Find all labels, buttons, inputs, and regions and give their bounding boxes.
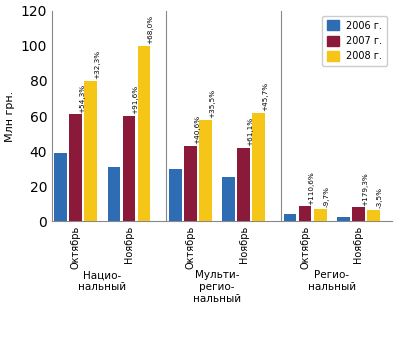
Text: Нацио-
нальный: Нацио- нальный xyxy=(78,271,126,292)
Bar xyxy=(169,169,182,221)
Text: +179,3%: +179,3% xyxy=(362,172,368,206)
Legend: 2006 г., 2007 г., 2008 г.: 2006 г., 2007 г., 2008 г. xyxy=(322,16,387,66)
Bar xyxy=(54,153,67,221)
Text: +91,6%: +91,6% xyxy=(132,85,138,114)
Text: +54,3%: +54,3% xyxy=(79,84,85,112)
Bar xyxy=(84,81,97,221)
Bar xyxy=(199,120,212,221)
Text: +35,5%: +35,5% xyxy=(209,89,215,118)
Bar xyxy=(222,177,235,221)
Bar xyxy=(299,206,312,221)
Bar xyxy=(237,148,250,221)
Y-axis label: Млн грн.: Млн грн. xyxy=(5,90,15,142)
Text: +110,6%: +110,6% xyxy=(308,171,314,205)
Bar xyxy=(69,114,82,221)
Text: -3,5%: -3,5% xyxy=(377,187,383,208)
Text: +40,6%: +40,6% xyxy=(194,115,200,144)
Bar xyxy=(108,167,120,221)
Bar xyxy=(352,207,365,221)
Text: Регио-
нальный: Регио- нальный xyxy=(308,271,356,292)
Bar xyxy=(314,209,326,221)
Text: -9,7%: -9,7% xyxy=(324,186,330,207)
Bar xyxy=(284,214,296,221)
Text: +45,7%: +45,7% xyxy=(262,82,268,111)
Text: +32,3%: +32,3% xyxy=(94,50,100,79)
Bar xyxy=(184,146,197,221)
Bar xyxy=(138,46,150,221)
Bar xyxy=(123,116,136,221)
Bar xyxy=(252,112,265,221)
Bar xyxy=(367,210,380,221)
Text: Мульти-
регио-
нальный: Мульти- регио- нальный xyxy=(193,271,241,304)
Bar xyxy=(337,217,350,221)
Text: +68,0%: +68,0% xyxy=(148,15,154,44)
Text: +61,1%: +61,1% xyxy=(247,117,253,146)
